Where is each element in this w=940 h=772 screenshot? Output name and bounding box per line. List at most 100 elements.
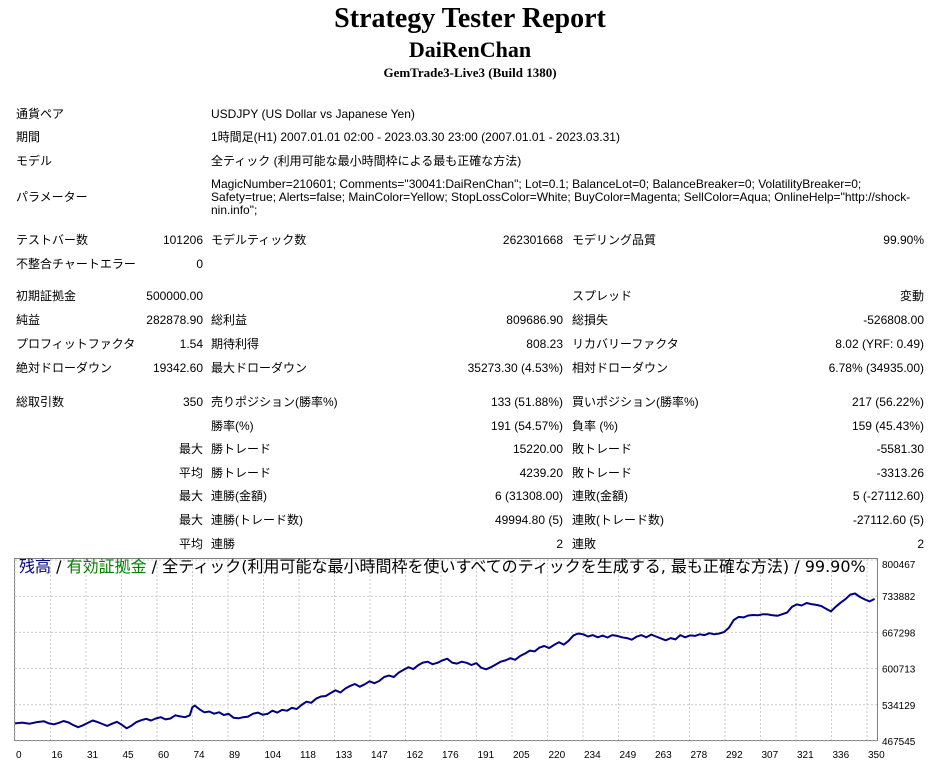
plot-frame (14, 558, 878, 741)
y-tick-label: 800467 (882, 560, 916, 571)
spread-value: 変動 (899, 289, 924, 303)
quality-label: モデリング品質 (572, 233, 657, 247)
cons-losses-money-label: 連敗(金額) (572, 489, 628, 503)
largest-loss-value: -5581.30 (876, 442, 924, 456)
x-tick-label: 147 (371, 750, 388, 761)
cons-wins-money-label: 連勝(金額) (211, 489, 267, 503)
chart-legend: 残高 / 有効証拠金 / 全ティック(利用可能な最小時間枠を使いすべてのティック… (19, 558, 866, 576)
average-profit-label: 勝トレード (211, 466, 272, 480)
avg-cons-losses-value: 2 (917, 537, 924, 551)
cons-wins-count-label: 連勝(トレード数) (211, 513, 303, 527)
model-value: 全ティック (利用可能な最小時間枠による最も正確な方法) (211, 154, 522, 168)
x-tick-label: 31 (87, 750, 99, 761)
x-tick-label: 104 (265, 750, 282, 761)
relative-drawdown-label: 相対ドローダウン (572, 361, 669, 375)
y-tick-label: 600713 (882, 665, 916, 676)
maximal-label: 最大 (178, 513, 203, 527)
cons-losses-count-value: -27112.60 (5) (852, 513, 924, 527)
maximal-drawdown-value: 35273.30 (4.53%) (467, 361, 563, 375)
period-value: 1時間足(H1) 2007.01.01 02:00 - 2023.03.30 2… (211, 130, 620, 144)
recovery-factor-value: 8.02 (YRF: 0.49) (835, 337, 924, 351)
legend-balance: 残高 (19, 558, 51, 576)
x-tick-label: 16 (52, 750, 64, 761)
errors-value: 0 (196, 257, 203, 271)
x-tick-label: 321 (797, 750, 814, 761)
x-tick-label: 249 (620, 750, 637, 761)
absolute-drawdown-value: 19342.60 (152, 361, 203, 375)
period-label: 期間 (16, 130, 41, 144)
bars-value: 101206 (162, 233, 203, 247)
average-loss-label: 敗トレード (572, 466, 633, 480)
y-tick-label: 733882 (882, 592, 916, 603)
legend-sep: / (147, 558, 163, 576)
report-title: Strategy Tester Report (334, 3, 606, 34)
largest-loss-label: 敗トレード (572, 442, 633, 456)
x-axis-labels: 0 16 31 45 60 74 89 104 118 133 147 162 176 191 205 220… (16, 750, 885, 761)
x-tick-label: 205 (513, 750, 530, 761)
errors-label: 不整合チャートエラー (16, 257, 136, 271)
maximum-label: 最大 (178, 489, 203, 503)
x-tick-label: 278 (691, 750, 708, 761)
x-tick-label: 89 (229, 750, 241, 761)
average-loss-value: -3313.26 (876, 466, 924, 480)
long-positions-value: 217 (56.22%) (851, 395, 924, 409)
profit-factor-value: 1.54 (179, 337, 203, 351)
ticks-value: 262301668 (502, 233, 563, 247)
largest-profit-value: 15220.00 (512, 442, 563, 456)
x-tick-label: 118 (300, 750, 316, 761)
short-positions-label: 売りポジション(勝率%) (211, 395, 338, 409)
quality-value: 99.90% (883, 233, 924, 247)
long-positions-label: 買いポジション(勝率%) (572, 395, 699, 409)
ticks-label: モデルティック数 (211, 233, 307, 247)
x-tick-label: 45 (123, 750, 135, 761)
x-tick-label: 263 (655, 750, 672, 761)
avg-cons-losses-label: 連敗 (572, 537, 597, 551)
average-profit-value: 4239.20 (519, 466, 563, 480)
x-tick-label: 0 (16, 750, 22, 761)
legend-quality: 99.90% (805, 558, 866, 576)
profit-trades-value: 191 (54.57%) (490, 419, 563, 433)
average-cons-label: 平均 (178, 537, 203, 551)
x-tick-label: 133 (336, 750, 353, 761)
gross-loss-label: 総損失 (572, 313, 609, 327)
expected-payoff-value: 808.23 (526, 337, 563, 351)
cons-wins-count-value: 49994.80 (5) (494, 513, 563, 527)
bars-label: テストバー数 (16, 233, 89, 247)
loss-trades-label: 負率 (%) (572, 419, 618, 433)
symbol-label: 通貨ペア (16, 107, 65, 121)
loss-trades-value: 159 (45.43%) (851, 419, 924, 433)
legend-model: 全ティック(利用可能な最小時間枠を使いすべてのティックを生成する, 最も正確な方… (162, 558, 789, 576)
ea-name: DaiRenChan (408, 37, 532, 62)
gross-loss-value: -526808.00 (863, 313, 924, 327)
largest-label: 最大 (178, 442, 203, 456)
x-tick-label: 307 (762, 750, 779, 761)
average-label: 平均 (178, 466, 203, 480)
total-trades-value: 350 (182, 395, 203, 409)
cons-losses-count-label: 連敗(トレード数) (572, 513, 664, 527)
legend-sep: / (789, 558, 805, 576)
total-trades-label: 総取引数 (16, 395, 65, 409)
y-tick-label: 467545 (882, 737, 916, 748)
cons-wins-money-value: 6 (31308.00) (494, 489, 563, 503)
x-tick-label: 176 (442, 750, 459, 761)
maximal-drawdown-label: 最大ドローダウン (211, 361, 308, 375)
y-tick-label: 534129 (882, 701, 916, 712)
deposit-value: 500000.00 (146, 289, 203, 303)
net-profit-label: 純益 (16, 313, 41, 327)
model-label: モデル (16, 154, 53, 168)
relative-drawdown-value: 6.78% (34935.00) (828, 361, 924, 375)
params-label: パラメーター (16, 190, 88, 204)
x-tick-label: 292 (726, 750, 743, 761)
x-tick-label: 220 (549, 750, 566, 761)
server-build: GemTrade3-Live3 (Build 1380) (383, 65, 557, 80)
avg-cons-wins-label: 連勝 (211, 537, 236, 551)
largest-profit-label: 勝トレード (211, 442, 272, 456)
expected-payoff-label: 期待利得 (211, 337, 260, 351)
profit-factor-label: プロフィットファクタ (16, 337, 136, 351)
symbol-value: USDJPY (US Dollar vs Japanese Yen) (211, 107, 415, 121)
cons-losses-money-value: 5 (-27112.60) (852, 489, 924, 503)
balance-line (14, 592, 876, 730)
profit-trades-label: 勝率(%) (211, 419, 254, 433)
net-profit-value: 282878.90 (146, 313, 203, 327)
balance-chart: 800467 733882 667298 600713 534129 467545 0 16… (14, 558, 916, 761)
